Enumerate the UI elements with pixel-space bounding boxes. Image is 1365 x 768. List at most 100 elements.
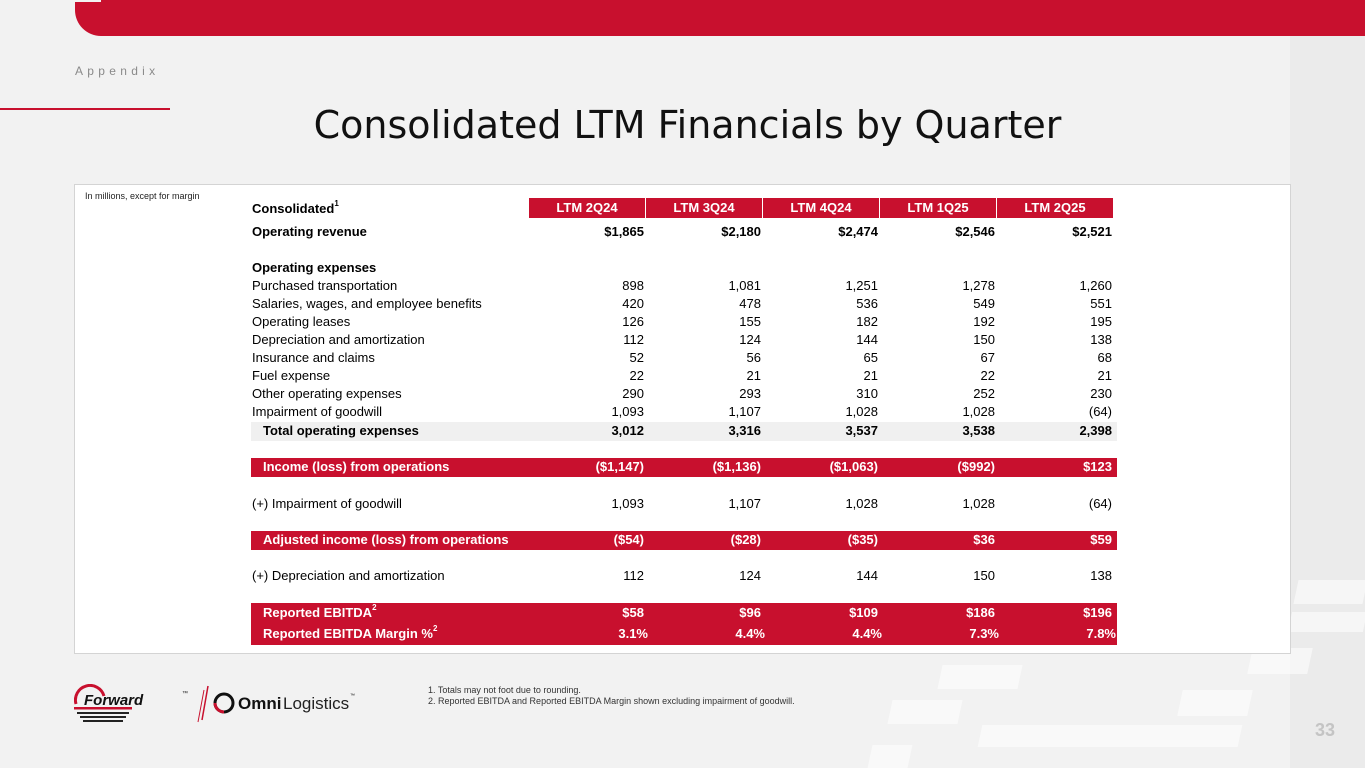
cell-value: 1,028 (845, 496, 878, 511)
cell-value: $2,180 (721, 224, 761, 239)
cell-value: 1,093 (611, 404, 644, 419)
cell-value: $109 (849, 605, 878, 620)
omni-wordmark: Omni (238, 694, 281, 713)
row-reported-ebitda-margin: Reported EBITDA Margin %2 3.1% 4.4% 4.4%… (251, 624, 1117, 645)
cell-value: 112 (623, 568, 644, 583)
page-title: Consolidated LTM Financials by Quarter (313, 103, 1062, 147)
cell-value: 1,107 (728, 496, 761, 511)
omni-logistics-logo: Omni Logistics ™ (213, 692, 355, 714)
row-label: Depreciation and amortization (252, 332, 425, 347)
cell-value: ($54) (613, 532, 644, 547)
row-operating-revenue: Operating revenue $1,865 $2,180 $2,474 $… (251, 223, 1117, 242)
cell-value: ($992) (957, 459, 995, 474)
row-label: Other operating expenses (252, 386, 402, 401)
top-brand-bar (75, 0, 1365, 36)
table-header-label: Consolidated1 (252, 199, 339, 216)
cell-value: 1,251 (845, 278, 878, 293)
cell-value: (64) (1088, 496, 1112, 511)
column-header: LTM 2Q25 (997, 198, 1114, 218)
cell-value: ($28) (730, 532, 761, 547)
cell-value: $2,546 (955, 224, 995, 239)
cell-value: 21 (863, 368, 878, 383)
row-reported-ebitda: Reported EBITDA2 $58 $96 $109 $186 $196 (251, 603, 1117, 624)
cell-value: 150 (973, 332, 995, 347)
cell-value: 3,537 (845, 423, 878, 438)
row-plus-depreciation: (+) Depreciation and amortization 112 12… (251, 567, 1117, 586)
cell-value: 1,028 (962, 496, 995, 511)
cell-value: 230 (1090, 386, 1112, 401)
footnotes: 1. Totals may not foot due to rounding. … (428, 685, 795, 707)
cell-value: 420 (622, 296, 644, 311)
row-label: (+) Impairment of goodwill (252, 496, 402, 511)
cell-value: 112 (623, 332, 644, 347)
cell-value: 126 (622, 314, 644, 329)
row-label: Salaries, wages, and employee benefits (252, 296, 482, 311)
cell-value: 144 (856, 332, 878, 347)
cell-value: 293 (739, 386, 761, 401)
cell-value: 67 (980, 350, 995, 365)
cell-value: ($1,147) (595, 459, 644, 474)
row-label: Operating leases (252, 314, 351, 329)
cell-value: $96 (739, 605, 761, 620)
deco-shape (977, 725, 1243, 747)
table-row: Fuel expense 22 21 21 22 21 (251, 367, 1117, 386)
cell-value: 7.3% (969, 626, 999, 641)
row-label: Adjusted income (loss) from operations (263, 532, 509, 547)
page-number: 33 (1315, 720, 1336, 740)
deco-shape (1293, 580, 1365, 604)
units-note: In millions, except for margin (85, 191, 200, 201)
cell-value: 3,316 (728, 423, 761, 438)
cell-value: 22 (629, 368, 644, 383)
cell-value: 1,107 (728, 404, 761, 419)
row-label: Reported EBITDA2 (263, 603, 377, 620)
column-header: LTM 1Q25 (880, 198, 997, 218)
cell-value: 898 (622, 278, 644, 293)
company-logos: Forward ™ Omni Logistics ™ (73, 683, 355, 723)
deco-shape (887, 700, 963, 724)
cell-value: 150 (973, 568, 995, 583)
cell-value: 138 (1090, 332, 1112, 347)
cell-value: 22 (980, 368, 995, 383)
cell-value: 1,278 (962, 278, 995, 293)
deco-shape (937, 665, 1023, 689)
cell-value: 1,081 (728, 278, 761, 293)
row-label: Total operating expenses (263, 423, 419, 438)
cell-value: 195 (1090, 314, 1112, 329)
row-label: (+) Depreciation and amortization (252, 568, 445, 583)
top-bar-notch (75, 0, 101, 2)
cell-value: $36 (973, 532, 995, 547)
cell-value: 1,093 (611, 496, 644, 511)
table-row: Insurance and claims 52 56 65 67 68 (251, 349, 1117, 368)
right-decor-panel (1290, 36, 1365, 768)
row-label: Fuel expense (252, 368, 331, 383)
cell-value: $186 (966, 605, 995, 620)
cell-value: 68 (1097, 350, 1112, 365)
cell-value: 1,260 (1079, 278, 1112, 293)
cell-value: 1,028 (845, 404, 878, 419)
cell-value: $59 (1090, 532, 1112, 547)
cell-value: 4.4% (852, 626, 882, 641)
cell-value: 21 (746, 368, 761, 383)
cell-value: 21 (1097, 368, 1112, 383)
cell-value: 549 (973, 296, 995, 311)
cell-value: 310 (856, 386, 878, 401)
footnote: 2. Reported EBITDA and Reported EBITDA M… (428, 696, 795, 706)
table-row: Other operating expenses 290 293 310 252… (251, 385, 1117, 404)
deco-shape (1177, 690, 1253, 716)
svg-text:™: ™ (350, 693, 355, 699)
row-label: Income (loss) from operations (263, 459, 450, 474)
cell-value: $58 (622, 605, 644, 620)
cell-value: 4.4% (735, 626, 765, 641)
cell-value: ($35) (847, 532, 878, 547)
cell-value: 182 (856, 314, 878, 329)
row-label: Operating expenses (252, 260, 377, 275)
section-rule (0, 108, 170, 110)
cell-value: 65 (863, 350, 878, 365)
cell-value: 2,398 (1079, 423, 1112, 438)
logo-divider (197, 685, 209, 723)
cell-value: $1,865 (604, 224, 644, 239)
row-label: Reported EBITDA Margin %2 (263, 624, 438, 641)
column-header: LTM 2Q24 (529, 198, 646, 218)
cell-value: 3,538 (962, 423, 995, 438)
cell-value: 551 (1090, 296, 1112, 311)
